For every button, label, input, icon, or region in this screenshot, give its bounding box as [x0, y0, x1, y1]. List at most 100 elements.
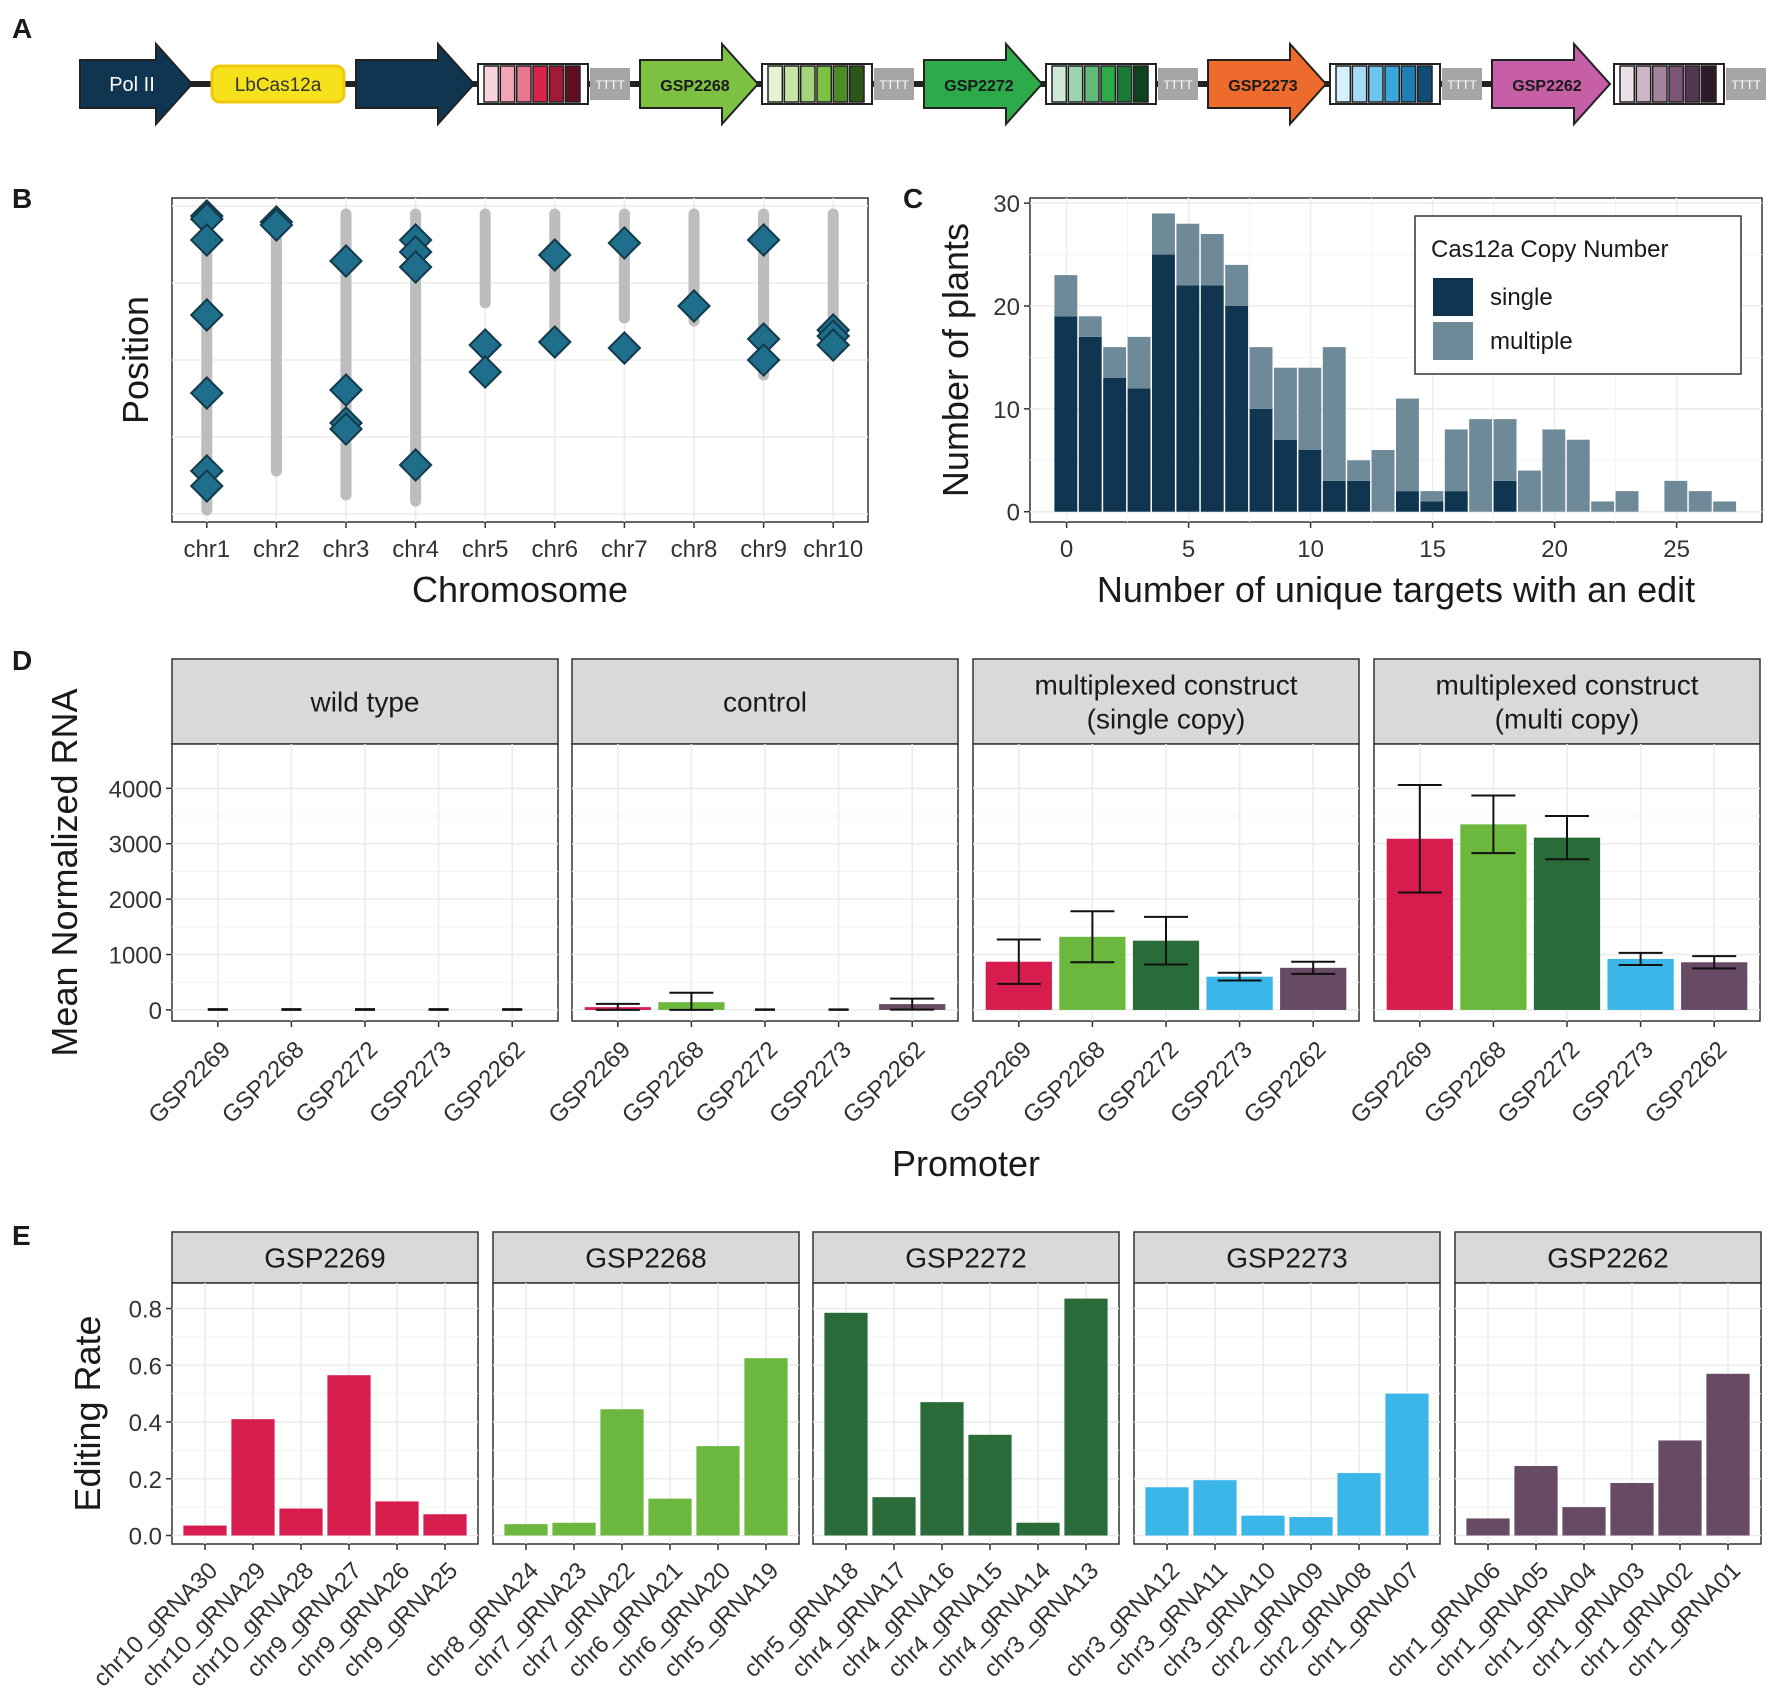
cas12a-cds-box [210, 64, 346, 104]
bar-GSP2272 [1533, 837, 1601, 1010]
facet-strip [571, 658, 959, 745]
crrna-array-cell [1335, 65, 1352, 103]
target-marker [189, 202, 224, 236]
histogram-bar-multiple [1518, 470, 1541, 512]
y-tick-label: 30 [993, 191, 1020, 218]
target-marker [189, 298, 224, 332]
bar-GSP2268 [1460, 824, 1527, 1010]
promoter-arrow-gsp2273 [1207, 41, 1328, 127]
y-tick-label: 3000 [109, 832, 162, 859]
bar-chr6_gRNA20 [696, 1446, 740, 1536]
x-tick-label: 10 [1297, 536, 1324, 563]
facet-2: multiplexed construct(single copy)GSP226… [944, 658, 1360, 1129]
histogram-bar-multiple [1127, 336, 1151, 389]
bar-GSP2262 [1681, 962, 1748, 1010]
crrna-array-cell [1132, 65, 1149, 103]
y-tick-label: 1000 [109, 943, 162, 970]
bar-chr1_gRNA03 [1610, 1483, 1654, 1536]
terminator-label: TTTT [1163, 78, 1193, 92]
bar-chr3_gRNA10 [1241, 1515, 1285, 1536]
legend-label-single: single [1490, 284, 1553, 311]
histogram-bar-single [1274, 439, 1297, 512]
histogram-bar-multiple [1322, 347, 1346, 481]
y-tick-label: 2000 [109, 887, 162, 914]
target-marker [746, 322, 781, 356]
crrna-array-cell [1116, 65, 1133, 103]
facet-strip [1133, 1231, 1441, 1284]
facet-strip [812, 1231, 1120, 1284]
facet-0: wild typeGSP2269GSP2268GSP2272GSP2273GSP… [109, 658, 559, 1129]
facet-label: multiplexed construct [1034, 670, 1297, 701]
histogram-bar-single [1298, 450, 1322, 512]
crrna-array-cell [1400, 65, 1417, 103]
bar-chr10_gRNA29 [231, 1419, 275, 1536]
facet-1: GSP2268chr8_gRNA24chr7_gRNA23chr7_gRNA22… [419, 1231, 800, 1683]
plot-frame [171, 1282, 479, 1545]
histogram-bar-single [1054, 316, 1078, 512]
y-tick-label: 10 [993, 397, 1020, 424]
target-marker [398, 250, 433, 284]
crrna-array-cell [1635, 65, 1652, 103]
crrna-array-cell [515, 65, 532, 103]
bar-chr7_gRNA23 [552, 1522, 596, 1536]
facet-label: GSP2272 [905, 1243, 1026, 1274]
facet-strip [1373, 658, 1761, 745]
panel-label-d: D [12, 645, 32, 676]
x-tick-label: 0 [1060, 536, 1073, 563]
crrna-array-cell [799, 65, 816, 103]
crrna-array-cell [532, 65, 549, 103]
target-marker [677, 289, 711, 323]
target-marker [607, 226, 642, 260]
histogram-bar-single [1078, 336, 1102, 512]
bar-GSP2273 [1607, 958, 1674, 1010]
target-marker [189, 223, 224, 257]
legend-title: Cas12a Copy Number [1431, 236, 1668, 263]
promoter-arrow-gsp2269 [355, 41, 476, 127]
histogram-bar-multiple [1298, 367, 1322, 450]
facet-1: controlGSP2269GSP2268GSP2272GSP2273GSP22… [543, 658, 959, 1129]
facet-label: control [723, 687, 807, 718]
x-tick-label: chr8 [671, 536, 718, 563]
y-tick-label: 0 [1007, 500, 1020, 527]
bar-chr4_gRNA16 [920, 1402, 964, 1536]
x-tick-label: chr2 [253, 536, 300, 563]
crrna-array-cell [564, 65, 581, 103]
y-tick-label: 0 [149, 998, 162, 1025]
bar-chr5_gRNA19 [744, 1358, 788, 1536]
histogram-bar-single [1444, 491, 1468, 512]
bar-chr3_gRNA12 [1145, 1487, 1189, 1536]
bar-chr2_gRNA08 [1337, 1473, 1381, 1536]
target-marker [468, 328, 503, 362]
histogram-bar-multiple [1225, 264, 1249, 306]
target-marker [746, 343, 781, 377]
target-marker [537, 325, 572, 359]
x-tick-label: 20 [1541, 536, 1568, 563]
bar-chr1_gRNA07 [1385, 1393, 1429, 1536]
bar-chr10_gRNA30 [183, 1525, 227, 1536]
facet-strip [1454, 1231, 1762, 1284]
x-axis-title: Promoter [892, 1143, 1040, 1184]
x-axis-title: Number of unique targets with an edit [1097, 569, 1695, 610]
promoter-label: GSP2268 [660, 78, 729, 95]
histogram-bar-multiple [1152, 213, 1175, 255]
facet-strip [972, 658, 1360, 745]
facet-strip [171, 1231, 479, 1284]
histogram-bar-single [1322, 480, 1346, 512]
promoter-label: GSP2272 [944, 78, 1013, 95]
facet-strip [492, 1231, 800, 1284]
terminator-label: TTTT [595, 78, 625, 92]
target-marker [259, 208, 294, 242]
histogram-bar-multiple [1420, 491, 1444, 502]
bar-chr3_gRNA13 [1064, 1298, 1108, 1536]
histogram-bar-multiple [1396, 398, 1419, 492]
histogram-bar-multiple [1444, 429, 1468, 492]
histogram-bar-multiple [1493, 419, 1517, 481]
histogram-bar-multiple [1566, 439, 1590, 512]
legend-label-multiple: multiple [1490, 328, 1573, 355]
x-axis-title: Chromosome [412, 569, 628, 610]
crrna-array-cell [1651, 65, 1668, 103]
histogram-bar-multiple [1371, 450, 1395, 512]
bar-chr8_gRNA24 [504, 1524, 548, 1536]
terminator-box [590, 68, 630, 100]
